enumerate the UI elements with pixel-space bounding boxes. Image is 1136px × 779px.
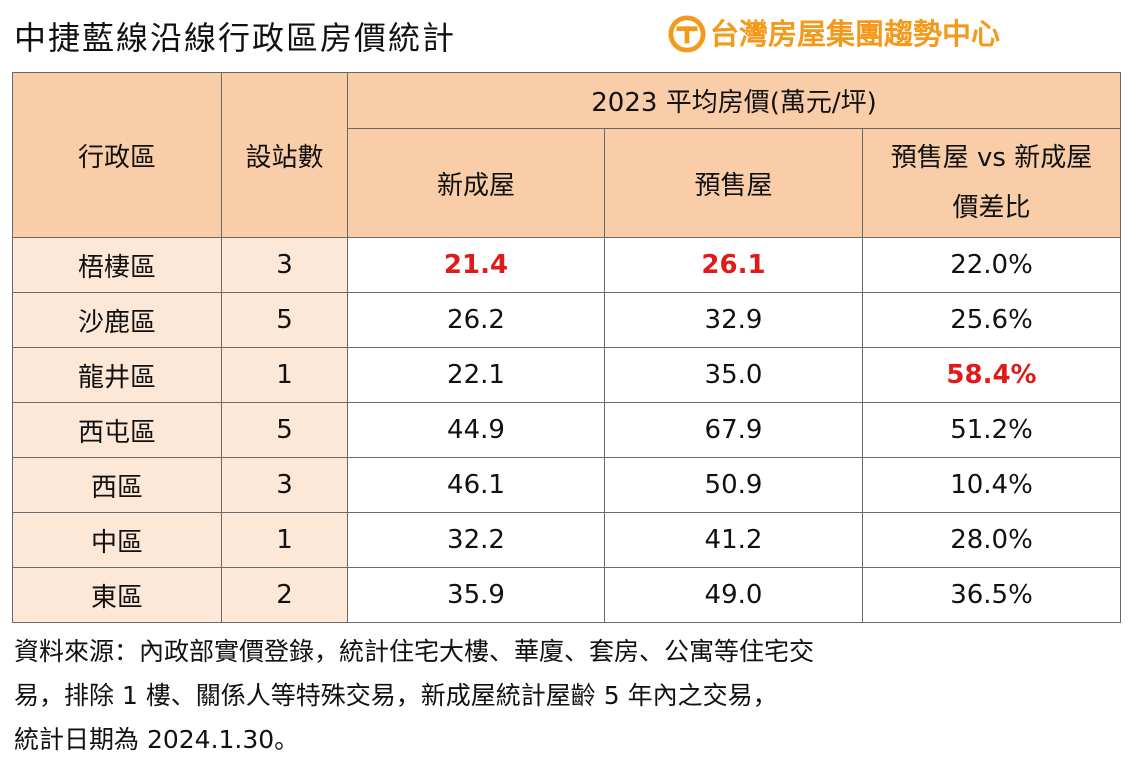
table-row: 西屯區 5 44.9 67.9 51.2%	[12, 402, 1122, 458]
cell-new-house: 44.9	[347, 402, 605, 458]
cell-diff: 25.6%	[861, 292, 1122, 348]
cell-stations: 1	[221, 512, 348, 568]
header-new-house: 新成屋	[347, 128, 605, 238]
cell-diff: 10.4%	[861, 457, 1122, 513]
source-note: 資料來源：內政部實價登錄，統計住宅大樓、華廈、套房、公寓等住宅交 易，排除 1 …	[14, 630, 1124, 762]
cell-district: 梧棲區	[12, 237, 222, 293]
cell-stations: 5	[221, 402, 348, 458]
cell-new-house: 46.1	[347, 457, 605, 513]
table-row: 東區 2 35.9 49.0 36.5%	[12, 567, 1122, 623]
cell-diff: 58.4%	[861, 347, 1122, 403]
cell-presale: 50.9	[604, 457, 863, 513]
header-price-group: 2023 平均房價(萬元/坪)	[346, 71, 1122, 130]
cell-stations: 5	[221, 292, 348, 348]
cell-district: 沙鹿區	[12, 292, 222, 348]
brand-name: 台灣房屋集團趨勢中心	[710, 17, 1001, 51]
cell-district: 西屯區	[12, 402, 222, 458]
cell-new-house: 32.2	[347, 512, 605, 568]
cell-new-house: 26.2	[347, 292, 605, 348]
cell-new-house: 35.9	[347, 567, 605, 623]
brand-header: 台灣房屋集團趨勢中心	[668, 12, 1000, 56]
header-diff-line1: 預售屋 vs 新成屋	[890, 143, 1093, 174]
header-diff: 預售屋 vs 新成屋 價差比	[861, 128, 1122, 238]
cell-stations: 2	[221, 567, 348, 623]
cell-presale: 26.1	[604, 237, 863, 293]
cell-district: 龍井區	[12, 347, 222, 403]
page-title: 中捷藍線沿線行政區房價統計	[14, 19, 457, 57]
header-diff-line2: 價差比	[952, 193, 1031, 224]
cell-district: 東區	[12, 567, 222, 623]
cell-stations: 3	[221, 457, 348, 513]
cell-diff: 28.0%	[861, 512, 1122, 568]
table-row: 龍井區 1 22.1 35.0 58.4%	[12, 347, 1122, 403]
header-presale: 預售屋	[604, 128, 863, 238]
source-note-line2: 易，排除 1 樓、關係人等特殊交易，新成屋統計屋齡 5 年內之交易，	[14, 681, 778, 710]
cell-presale: 35.0	[604, 347, 863, 403]
cell-new-house: 22.1	[347, 347, 605, 403]
header-district: 行政區	[12, 72, 222, 238]
table-row: 梧棲區 3 21.4 26.1 22.0%	[12, 237, 1122, 293]
cell-presale: 41.2	[604, 512, 863, 568]
cell-new-house: 21.4	[347, 237, 605, 293]
cell-presale: 49.0	[604, 567, 863, 623]
cell-district: 中區	[12, 512, 222, 568]
cell-presale: 67.9	[604, 402, 863, 458]
cell-diff: 36.5%	[861, 567, 1122, 623]
cell-stations: 3	[221, 237, 348, 293]
table-row: 中區 1 32.2 41.2 28.0%	[12, 512, 1122, 568]
tw-housing-logo-icon	[668, 15, 706, 53]
table-row: 沙鹿區 5 26.2 32.9 25.6%	[12, 292, 1122, 348]
cell-diff: 22.0%	[861, 237, 1122, 293]
cell-district: 西區	[12, 457, 222, 513]
source-note-line1: 資料來源：內政部實價登錄，統計住宅大樓、華廈、套房、公寓等住宅交	[14, 637, 815, 666]
cell-diff: 51.2%	[861, 402, 1122, 458]
source-note-line3: 統計日期為 2024.1.30。	[14, 725, 300, 754]
table-row: 西區 3 46.1 50.9 10.4%	[12, 457, 1122, 513]
cell-stations: 1	[221, 347, 348, 403]
header-stations: 設站數	[221, 72, 348, 238]
price-table: 行政區 設站數 2023 平均房價(萬元/坪) 新成屋 預售屋 預售屋 vs 新…	[12, 71, 1122, 623]
cell-presale: 32.9	[604, 292, 863, 348]
